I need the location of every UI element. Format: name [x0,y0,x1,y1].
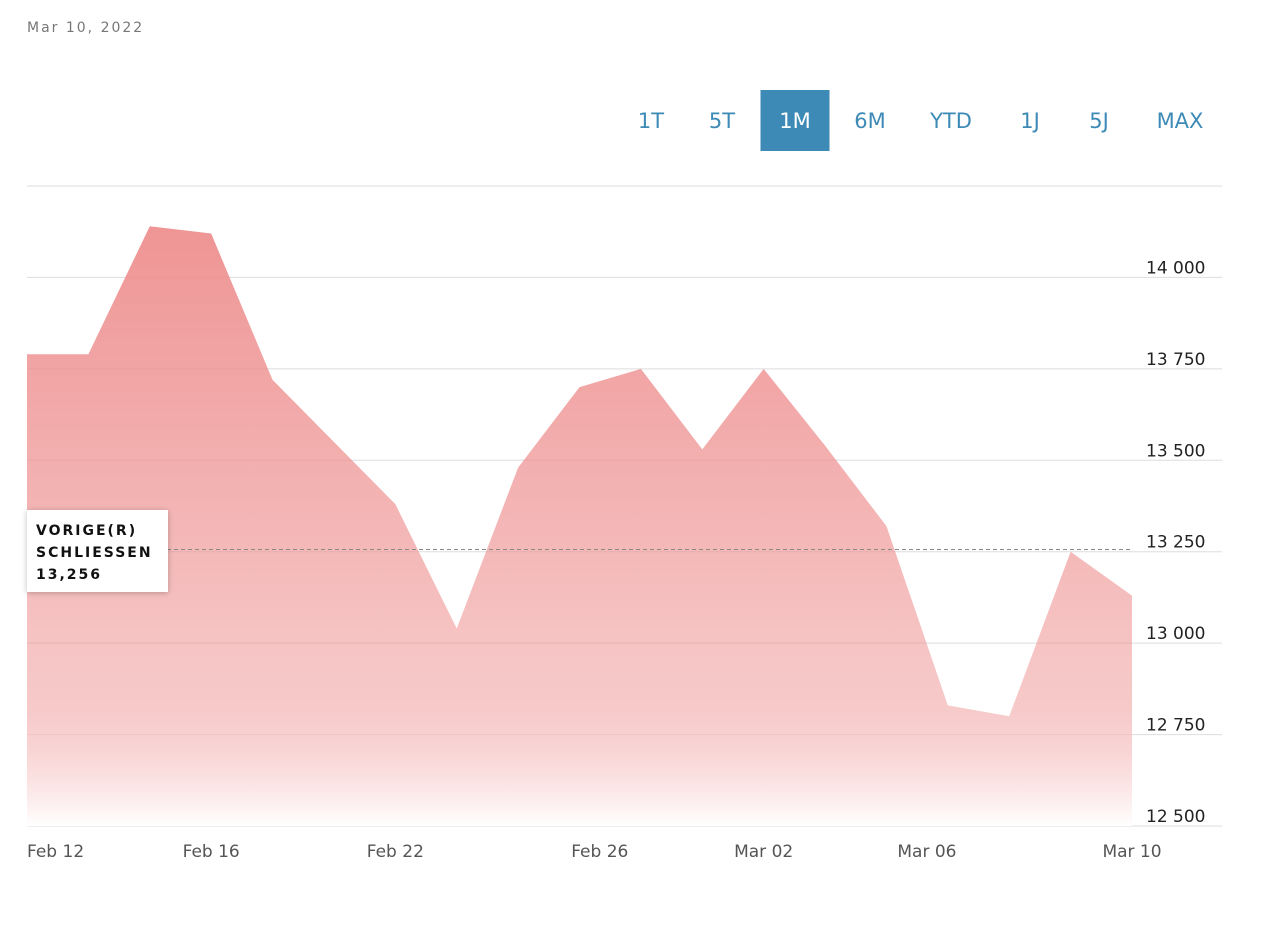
tooltip-box [27,510,168,592]
x-tick-label: Feb 26 [571,842,628,862]
y-tick-label: 14 000 [1146,258,1205,278]
y-tick-label: 13 250 [1146,533,1205,553]
range-button[interactable]: MAX [1157,109,1204,133]
x-tick-label: Feb 22 [367,842,424,862]
range-button-label: 6M [854,109,885,133]
range-button-label: MAX [1157,109,1204,133]
y-tick-label: 12 750 [1146,716,1205,736]
tooltip-label: VORIGE(R) [36,523,137,539]
range-button[interactable]: YTD [929,109,972,133]
tooltip-label: SCHLIESSEN [36,545,153,561]
range-button-bg [760,90,830,151]
x-tick-label: Mar 10 [1102,842,1161,862]
range-button-label: 1M [779,109,810,133]
range-button[interactable]: 1J [1020,109,1040,133]
range-button-label: 5J [1089,109,1109,133]
range-button-label: 5T [709,109,735,133]
range-button[interactable]: 6M [854,109,885,133]
range-button[interactable]: 5T [709,109,735,133]
range-button[interactable]: 5J [1089,109,1109,133]
range-button-label: 1T [638,109,664,133]
date: Mar 10, 2022 [27,20,144,36]
y-tick-label: 12 500 [1146,807,1205,827]
range-button[interactable]: 1M [760,90,830,151]
area [27,226,1132,826]
range-button[interactable]: 1T [638,109,664,133]
x-tick-label: Feb 12 [27,842,84,862]
x-tick-label: Mar 02 [734,842,793,862]
range-button-label: YTD [929,109,972,133]
range-button-label: 1J [1020,109,1040,133]
x-tick-label: Mar 06 [897,842,956,862]
x-tick-label: Feb 16 [183,842,240,862]
tooltip-value: 13,256 [36,567,102,583]
reference-tooltip: VORIGE(R) SCHLIESSEN 13,256 [27,510,168,592]
y-tick-label: 13 000 [1146,624,1205,644]
y-tick-label: 13 750 [1146,350,1205,370]
y-tick-label: 13 500 [1146,441,1205,461]
